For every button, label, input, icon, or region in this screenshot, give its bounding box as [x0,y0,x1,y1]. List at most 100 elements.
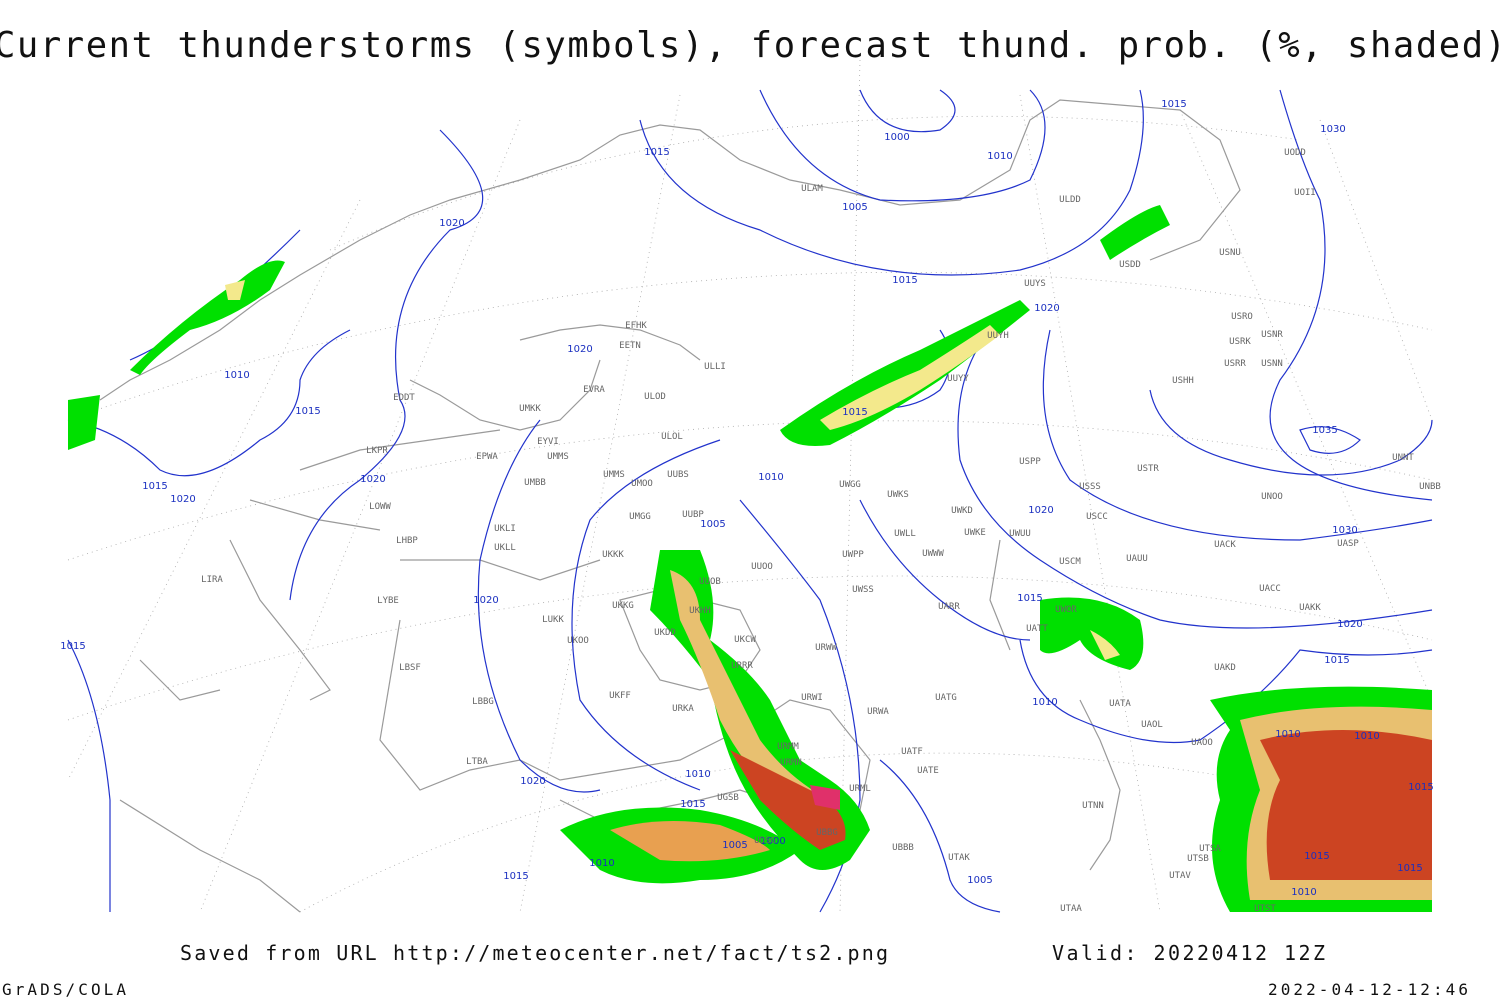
station-label: URMM [777,742,799,752]
station-label: UKHH [689,606,711,616]
isobar-label: 1015 [680,799,705,810]
station-label: EPWA [476,452,498,462]
station-label: ULLI [704,362,726,372]
station-label: UNNT [1392,453,1414,463]
isobar-label: 1015 [60,641,85,652]
station-label: LUKK [542,615,564,625]
station-label: UWKS [887,490,909,500]
station-label: UWUU [1009,529,1031,539]
isobar-label: 1005 [842,202,867,213]
station-label: UARR [938,602,960,612]
station-label: ULOD [644,392,666,402]
station-label: UTSA [1199,844,1221,854]
station-label: USRR [1224,359,1246,369]
isobar-label: 1015 [1304,851,1329,862]
isobar-label: 1010 [758,472,783,483]
isobar-label: 1010 [224,370,249,381]
station-label: USSS [1079,482,1101,492]
station-label: USRO [1231,312,1253,322]
station-label: UATT [1026,624,1048,634]
station-label: UTSB [1187,854,1209,864]
isobar-label: 1005 [967,875,992,886]
station-label: UGSB [717,793,739,803]
isobar-label: 1020 [439,218,464,229]
station-label: EVRA [583,385,605,395]
station-label: EFHK [625,321,647,331]
station-label: USDD [1119,260,1141,270]
station-label: USNR [1261,330,1283,340]
isobar-label: 1010 [1275,729,1300,740]
storm-shading [68,205,1432,912]
station-label: USRK [1229,337,1251,347]
isobar-label: 1005 [700,519,725,530]
station-label: UWSS [852,585,874,595]
isobar-label: 1035 [1312,425,1337,436]
station-label: URRR [731,661,753,671]
station-label: USTR [1137,464,1159,474]
station-label: UKKG [612,601,634,611]
station-label: UKLL [494,543,516,553]
station-label: UMKK [519,404,541,414]
station-label: UUYH [987,331,1009,341]
station-label: UODD [1284,148,1306,158]
station-label: LIRA [201,575,223,585]
station-label: UKDD [654,628,676,638]
station-label: UKCW [734,635,756,645]
isobar-label: 1020 [473,595,498,606]
station-label: EDDT [393,393,415,403]
station-label: USNN [1261,359,1283,369]
station-label: UWOR [1055,605,1077,615]
isobar-label: 1020 [1034,303,1059,314]
isobar-label: 1015 [644,147,669,158]
station-labels: UODD UOII USNU ULDD USDD UUYS UUYH UUYY ULLI ULAM… [201,148,1441,914]
station-label: USPP [1019,457,1041,467]
isobar-label: 1020 [567,344,592,355]
station-label: UACC [1259,584,1281,594]
station-label: UBBG [816,828,838,838]
isobar-labels: 1015 1030 1000 1010 1015 1005 1020 1015 1020 1020… [60,99,1433,898]
station-label: UAOL [1141,720,1163,730]
station-label: UKFF [609,691,631,701]
isobar-label: 1015 [842,407,867,418]
station-label: ULAM [801,184,823,194]
isobar-label: 1020 [1028,505,1053,516]
isobar-label: 1020 [1337,619,1362,630]
station-label: USCC [1086,512,1108,522]
isobar-label: 1010 [1291,887,1316,898]
isobar-label: 1015 [1017,593,1042,604]
station-label: USHH [1172,376,1194,386]
station-label: LKPR [366,446,388,456]
isobar-label: 1015 [1397,863,1422,874]
station-label: UATG [935,693,957,703]
station-label: UKKK [602,550,624,560]
station-label: UUYS [1024,279,1046,289]
station-label: UMMS [547,452,569,462]
station-label: UKLI [494,524,516,534]
station-label: UNOO [1261,492,1283,502]
station-label: URML [849,784,871,794]
station-label: UOII [1294,188,1316,198]
isobar-label: 1000 [884,132,909,143]
station-label: UATF [901,747,923,757]
isobar-label: 1010 [685,769,710,780]
station-label: UAUU [1126,554,1148,564]
station-label: UWLL [894,529,916,539]
title: Current thunderstorms (symbols), forecas… [0,25,1500,66]
station-label: UNBB [1419,482,1441,492]
station-label: UMBB [524,478,546,488]
isobar-label: 1005 [722,840,747,851]
isobar-label: 1015 [1324,655,1349,666]
station-label: UMMS [603,470,625,480]
footer-saved: Saved from URL http://meteocenter.net/fa… [180,941,888,965]
station-label: UUOO [751,562,773,572]
station-label: LYBE [377,596,399,606]
station-label: LHBP [396,536,418,546]
station-label: USNU [1219,248,1241,258]
station-label: UUBP [682,510,704,520]
station-label: UKOO [567,636,589,646]
graticule [67,59,1433,913]
station-label: UTAK [948,853,970,863]
isobar-label: 1030 [1320,124,1345,135]
